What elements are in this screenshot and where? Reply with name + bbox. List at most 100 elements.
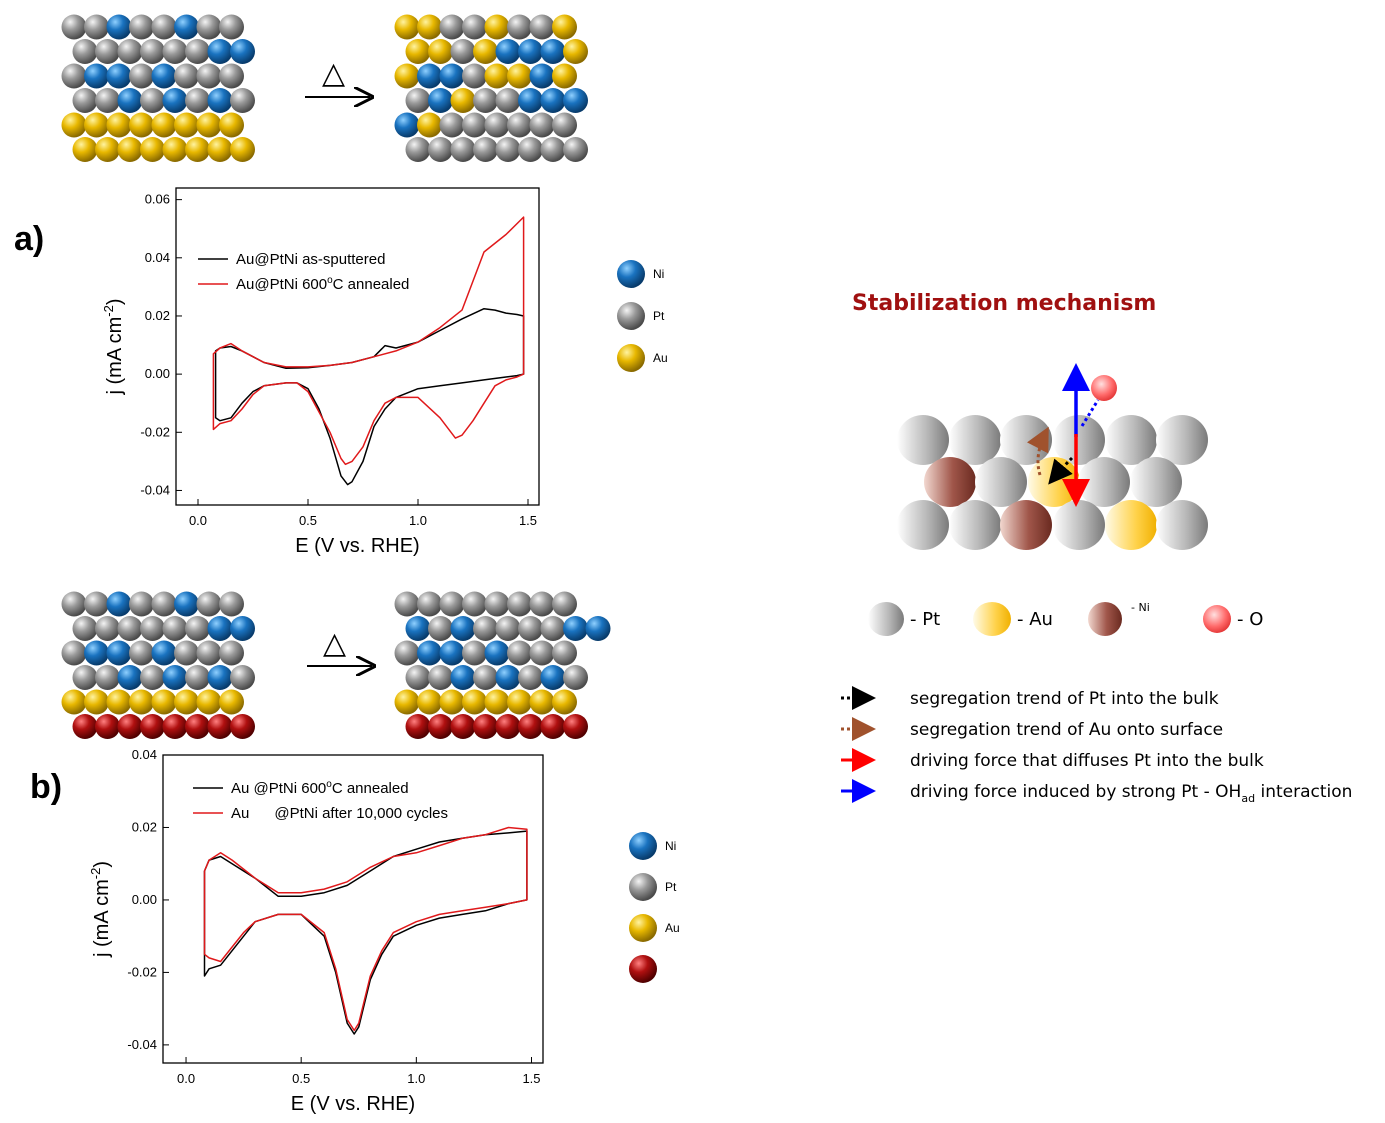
x-tick-label: 0.5	[292, 1071, 310, 1086]
au-atom	[129, 689, 154, 715]
au-atom	[507, 689, 532, 715]
pt-atom	[450, 39, 476, 64]
au-atom	[394, 63, 420, 89]
pt-atom	[450, 137, 476, 162]
y-tick-label: 0.04	[145, 250, 170, 265]
mechanism-legend-label: - Au	[1017, 609, 1053, 630]
pt-atom	[140, 616, 165, 641]
red-atom	[162, 714, 188, 739]
ni-atom	[540, 665, 566, 690]
ni-atom	[207, 616, 233, 641]
red_layer-legend-atom	[629, 955, 657, 983]
ni-atom	[563, 88, 588, 113]
ni-atom	[174, 14, 199, 40]
pt-atom	[140, 665, 165, 690]
mechanism-legend-label: - O	[1237, 609, 1263, 630]
ni-atom	[117, 665, 143, 690]
au-atom	[84, 689, 109, 715]
legend-text: C annealed	[332, 780, 409, 797]
ni-atom	[151, 640, 177, 666]
pt-atom	[405, 137, 431, 162]
pt-atom	[394, 591, 420, 617]
pt-atom	[196, 63, 222, 89]
atom-legend-label: Pt	[653, 309, 665, 323]
ni-atom	[84, 640, 109, 666]
pt-atom	[117, 39, 143, 64]
brown-dotted-arrow	[1027, 426, 1049, 476]
arrow-legend-text: driving force that diffuses Pt into the …	[910, 751, 1264, 771]
pt-atom	[439, 112, 465, 138]
ni-atom	[106, 63, 132, 89]
au-atom	[417, 112, 442, 138]
ni-atom	[417, 640, 442, 666]
pt-atom	[196, 591, 222, 617]
pt-atom	[428, 616, 453, 641]
heat-symbol: △	[323, 627, 346, 660]
au-atom	[529, 689, 555, 715]
ni-atom	[405, 616, 431, 641]
mechanism-legend-label: - Pt	[910, 609, 940, 630]
pt-atom	[495, 616, 521, 641]
pt-atom	[72, 616, 98, 641]
au-atom	[84, 112, 109, 138]
pt-atom	[72, 39, 98, 64]
pt-atom	[540, 616, 566, 641]
ni-atom	[117, 88, 143, 113]
ni-legend-atom	[1088, 602, 1122, 636]
y-tick-label: 0.02	[132, 819, 157, 834]
pt-atom	[1078, 457, 1130, 507]
au-atom	[428, 39, 453, 64]
pt-atom	[439, 14, 465, 40]
pt-atom	[949, 415, 1001, 465]
pt-atom	[949, 500, 1001, 550]
atom-legend-label: Au	[653, 351, 668, 365]
au-atom	[196, 112, 222, 138]
pt-atom	[518, 616, 543, 641]
au-legend-atom	[973, 602, 1011, 636]
mechanism-atom-legend: - Pt - Au - Ni - O	[868, 601, 1263, 636]
pt-atom	[129, 14, 154, 40]
pt-atom	[897, 415, 949, 465]
x-tick-label: 1.5	[519, 513, 537, 528]
pt-atom	[140, 88, 165, 113]
red-atom	[95, 714, 120, 739]
ni-atom	[924, 457, 976, 507]
ni-atom	[529, 63, 555, 89]
pt-atom	[185, 665, 210, 690]
pt-atom	[219, 640, 244, 666]
ni-atom	[394, 112, 420, 138]
red-atom	[140, 714, 165, 739]
pt-atom	[417, 591, 442, 617]
pt-atom	[151, 14, 177, 40]
pt-atom	[462, 63, 487, 89]
pt-atom	[1156, 500, 1208, 550]
arrow-legend-text: driving force induced by strong Pt - OH	[910, 782, 1241, 802]
pt-atom	[473, 137, 498, 162]
pt-atom	[552, 640, 577, 666]
ni-atom	[230, 616, 255, 641]
y-axis-label-sup: -2	[101, 305, 116, 317]
au-atom	[185, 137, 210, 162]
au-atom	[61, 112, 87, 138]
au-atom	[484, 689, 510, 715]
au-atom	[462, 689, 487, 715]
y-axis-label-main: j (mA cm	[91, 879, 113, 958]
o-atom	[1091, 375, 1117, 401]
pt-legend-atom	[868, 602, 904, 636]
red-atom	[230, 714, 255, 739]
pt-atom	[529, 14, 555, 40]
pt-atom	[897, 500, 949, 550]
au-atom	[162, 137, 188, 162]
y-axis-label: j (mA cm-2)	[88, 861, 113, 958]
heat-arrow-a: △	[305, 57, 370, 97]
au-legend-atom	[617, 344, 645, 372]
au-atom	[61, 689, 87, 715]
pt-atom	[405, 665, 431, 690]
pt-atom	[507, 591, 532, 617]
pt-atom	[162, 616, 188, 641]
x-tick-label: 1.5	[522, 1071, 540, 1086]
ni-legend-atom	[629, 832, 657, 860]
ni-atom	[439, 63, 465, 89]
pt-atom	[219, 591, 244, 617]
au-atom	[117, 137, 143, 162]
